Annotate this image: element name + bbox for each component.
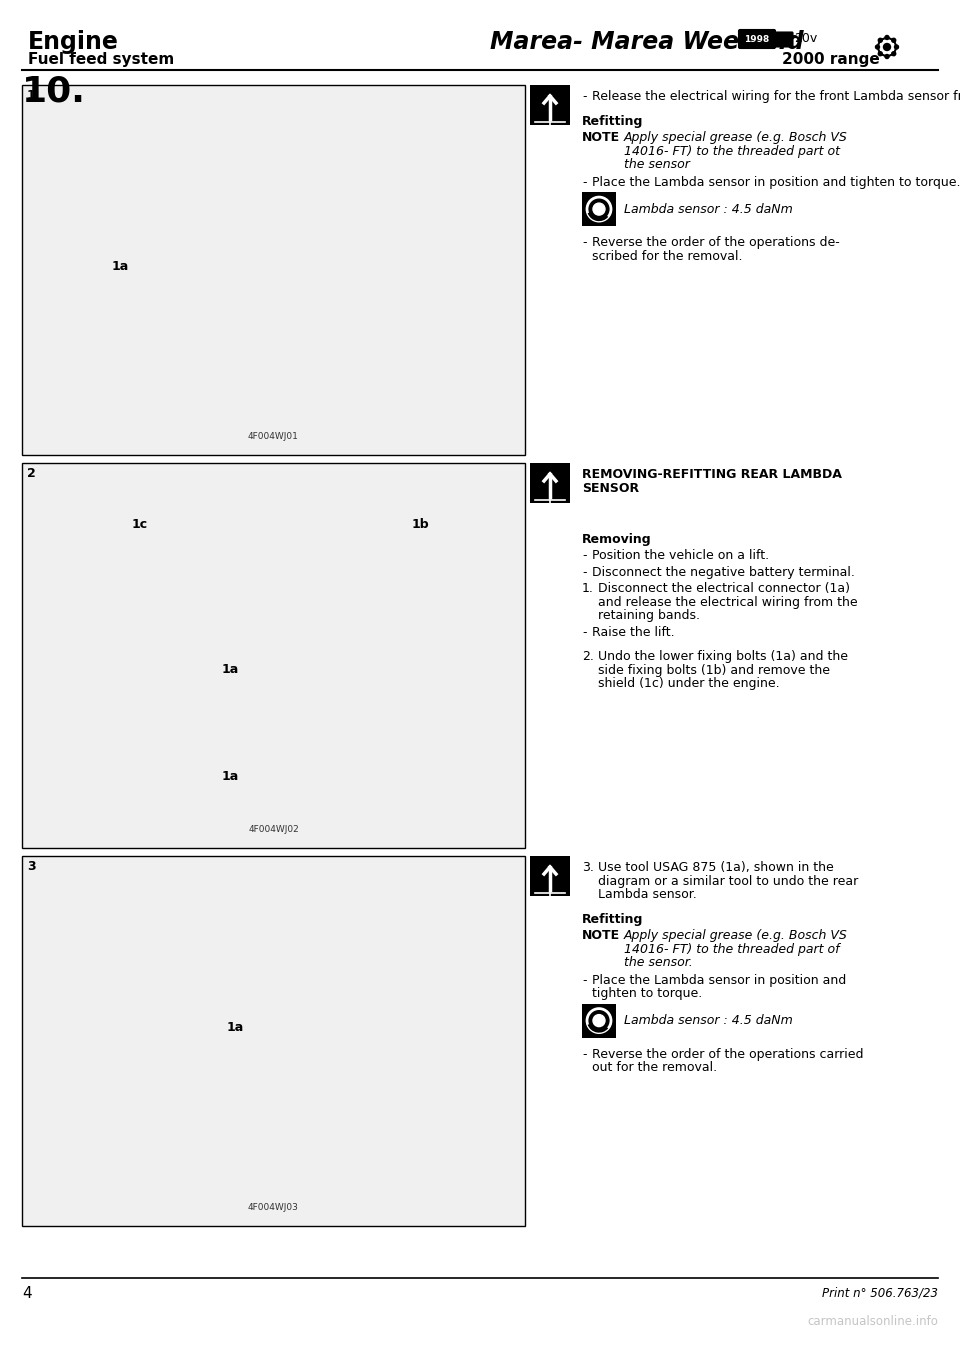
Text: Reverse the order of the operations carried: Reverse the order of the operations carr…: [592, 1048, 863, 1061]
Bar: [530, 856, 570, 896]
Text: carmanualsonline.info: carmanualsonline.info: [807, 1315, 938, 1328]
Text: 10.: 10.: [22, 76, 85, 109]
Text: Lambda sensor : 4.5 daNm: Lambda sensor : 4.5 daNm: [624, 1014, 793, 1027]
Text: 1a: 1a: [222, 769, 239, 783]
Text: Use tool USAG 875 (1a), shown in the: Use tool USAG 875 (1a), shown in the: [598, 861, 833, 873]
Bar: [22, 856, 525, 1226]
Text: tighten to torque.: tighten to torque.: [592, 987, 703, 1000]
Text: Marea- Marea Weekend: Marea- Marea Weekend: [490, 30, 804, 54]
Text: Engine: Engine: [28, 30, 119, 54]
Text: Lambda sensor.: Lambda sensor.: [598, 888, 697, 900]
Text: diagram or a similar tool to undo the rear: diagram or a similar tool to undo the re…: [598, 875, 858, 887]
Text: retaining bands.: retaining bands.: [598, 609, 700, 622]
Text: 2000 range: 2000 range: [782, 53, 880, 68]
Text: Position the vehicle on a lift.: Position the vehicle on a lift.: [592, 549, 769, 562]
Text: Undo the lower fixing bolts (1a) and the: Undo the lower fixing bolts (1a) and the: [598, 651, 848, 663]
Text: SENSOR: SENSOR: [582, 482, 639, 494]
FancyBboxPatch shape: [738, 30, 776, 49]
Text: Lambda sensor : 4.5 daNm: Lambda sensor : 4.5 daNm: [624, 202, 793, 216]
Circle shape: [885, 54, 889, 58]
Text: -: -: [582, 626, 587, 639]
Text: Refitting: Refitting: [582, 913, 643, 926]
Text: Disconnect the negative battery terminal.: Disconnect the negative battery terminal…: [592, 566, 854, 579]
Text: 4F004WJ03: 4F004WJ03: [248, 1203, 299, 1212]
FancyBboxPatch shape: [775, 32, 793, 47]
Text: 1a: 1a: [222, 663, 239, 676]
Text: Removing: Removing: [582, 533, 652, 545]
Text: 4: 4: [22, 1287, 32, 1301]
Text: Apply special grease (e.g. Bosch VS: Apply special grease (e.g. Bosch VS: [624, 131, 848, 144]
Text: Refitting: Refitting: [582, 115, 643, 128]
Circle shape: [895, 45, 899, 49]
Circle shape: [876, 45, 879, 49]
Text: 1c: 1c: [132, 518, 148, 531]
Circle shape: [892, 38, 896, 42]
Text: 1.: 1.: [582, 582, 594, 595]
Text: -: -: [582, 566, 587, 579]
Bar: [530, 85, 570, 126]
Text: Fuel feed system: Fuel feed system: [28, 53, 175, 68]
Text: Place the Lambda sensor in position and: Place the Lambda sensor in position and: [592, 973, 847, 987]
Text: 1a: 1a: [227, 1021, 244, 1034]
Text: 4F004WJ02: 4F004WJ02: [248, 825, 299, 834]
Text: -: -: [582, 236, 587, 250]
Text: Print n° 506.763/23: Print n° 506.763/23: [822, 1287, 938, 1299]
Text: 3.: 3.: [582, 861, 594, 873]
Circle shape: [593, 202, 605, 215]
Text: 1a: 1a: [112, 261, 130, 273]
Bar: [582, 192, 616, 225]
Circle shape: [892, 51, 896, 55]
Text: -: -: [582, 549, 587, 562]
Bar: [22, 85, 525, 455]
Text: 1998: 1998: [744, 35, 770, 43]
Text: 1: 1: [27, 89, 36, 103]
Text: 14016- FT) to the threaded part ot: 14016- FT) to the threaded part ot: [624, 144, 840, 158]
Circle shape: [593, 1015, 605, 1026]
Text: 2: 2: [27, 467, 36, 481]
Text: -: -: [582, 1048, 587, 1061]
Text: Reverse the order of the operations de-: Reverse the order of the operations de-: [592, 236, 840, 250]
Text: 14016- FT) to the threaded part of: 14016- FT) to the threaded part of: [624, 942, 839, 956]
Text: Disconnect the electrical connector (1a): Disconnect the electrical connector (1a): [598, 582, 850, 595]
Circle shape: [878, 51, 882, 55]
Text: NOTE: NOTE: [582, 929, 620, 942]
Text: side fixing bolts (1b) and remove the: side fixing bolts (1b) and remove the: [598, 664, 830, 676]
Bar: [22, 463, 525, 848]
Bar: [530, 463, 570, 504]
Circle shape: [883, 43, 891, 50]
Text: 1b: 1b: [412, 518, 430, 531]
Text: Raise the lift.: Raise the lift.: [592, 626, 675, 639]
Text: Apply special grease (e.g. Bosch VS: Apply special grease (e.g. Bosch VS: [624, 929, 848, 942]
Text: and release the electrical wiring from the: and release the electrical wiring from t…: [598, 595, 857, 609]
Text: NOTE: NOTE: [582, 131, 620, 144]
Circle shape: [885, 35, 889, 39]
Text: REMOVING-REFITTING REAR LAMBDA: REMOVING-REFITTING REAR LAMBDA: [582, 468, 842, 481]
Text: Place the Lambda sensor in position and tighten to torque.: Place the Lambda sensor in position and …: [592, 176, 960, 189]
Text: 2.: 2.: [582, 651, 594, 663]
Text: Release the electrical wiring for the front Lambda sensor from the retaining ban: Release the electrical wiring for the fr…: [592, 90, 960, 103]
Text: out for the removal.: out for the removal.: [592, 1061, 717, 1075]
Text: -: -: [582, 973, 587, 987]
Bar: [582, 1003, 616, 1038]
Text: the sensor.: the sensor.: [624, 956, 693, 969]
Text: 20v: 20v: [794, 32, 817, 46]
Text: -: -: [582, 90, 587, 103]
Text: 3: 3: [27, 860, 36, 873]
Text: 4F004WJ01: 4F004WJ01: [248, 432, 299, 441]
Text: shield (1c) under the engine.: shield (1c) under the engine.: [598, 678, 780, 690]
Circle shape: [878, 38, 882, 42]
Text: -: -: [582, 176, 587, 189]
Text: the sensor: the sensor: [624, 158, 690, 171]
Text: scribed for the removal.: scribed for the removal.: [592, 250, 742, 263]
